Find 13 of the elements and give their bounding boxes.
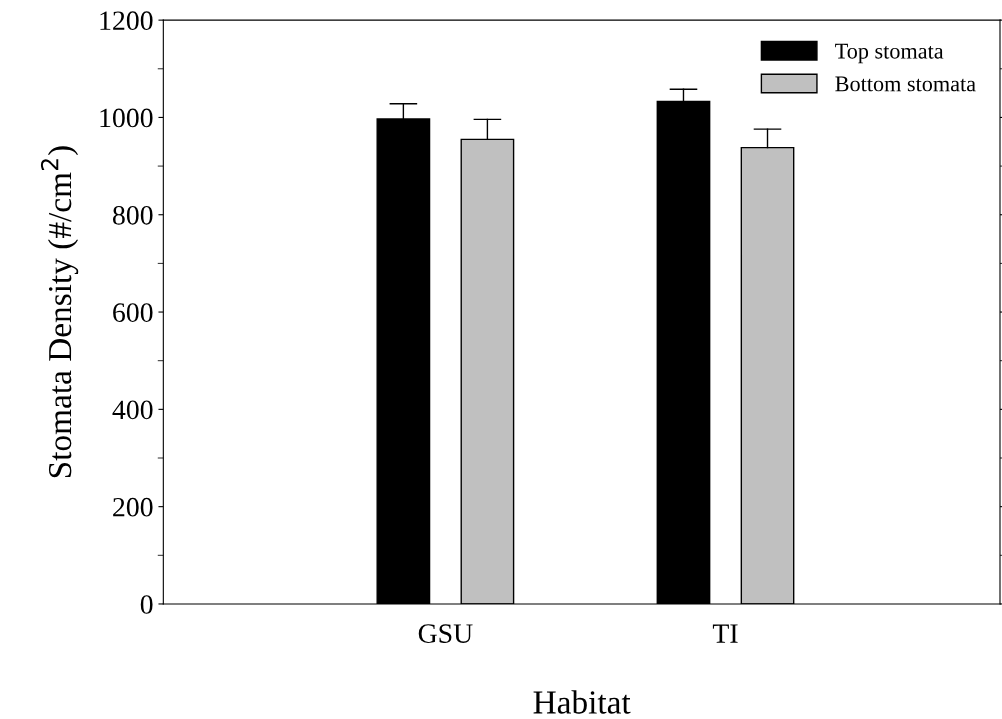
legend-label: Bottom stomata — [835, 76, 976, 92]
legend-label: Top stomata — [835, 43, 944, 64]
y-axis-title: Stomata Density (#/cm$^{2}$) — [40, 146, 79, 478]
y-tick-label: 200 — [113, 497, 153, 517]
y-tick-label: 1000 — [100, 108, 153, 128]
y-tick-label: 0 — [140, 595, 153, 614]
y-tick-label: 800 — [113, 205, 153, 225]
x-axis-title: Habitat — [533, 690, 631, 714]
y-tick-label: 1200 — [100, 11, 153, 31]
y-tick-label: 400 — [112, 400, 153, 420]
x-tick-label: TI — [712, 624, 738, 643]
y-tick-label: 600 — [113, 303, 153, 322]
x-tick-label: GSU — [418, 624, 473, 643]
